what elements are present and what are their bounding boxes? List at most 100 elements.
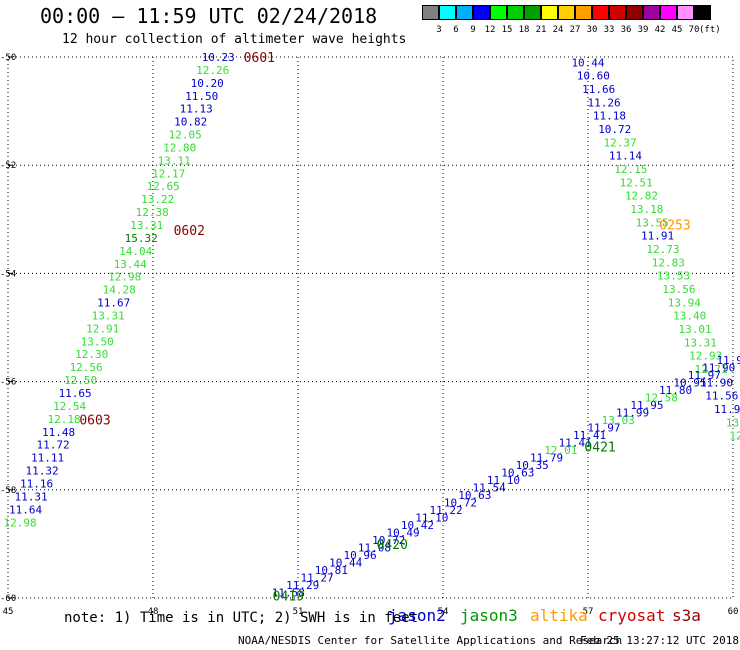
color-swatch [507,5,524,20]
wave-height-value: 11.10 [487,474,520,487]
wave-height-value: 12.93 [689,350,722,363]
pass-time-label: 0602 [174,224,205,239]
wave-height-value: 11.08 [358,542,391,555]
wave-height-value: 14.04 [119,245,152,258]
color-swatch [541,5,558,20]
wave-height-value: 10.60 [577,70,610,83]
wave-height-value: 11.79 [530,452,563,465]
wave-height-value: 11.97 [587,421,620,434]
wave-height-value: 12.17 [152,167,185,180]
legend-entry-altika: altika [530,606,588,625]
wave-height-value: 12.80 [163,141,196,154]
wave-height-value: 12.56 [70,361,103,374]
wave-height-value: 13.94 [668,296,701,309]
wave-height-value: 13.56 [662,283,695,296]
wave-height-value: 10.95 [673,376,706,389]
units-note: note: 1) Time is in UTC; 2) SWH is in fe… [64,610,419,626]
wave-height-value: 12.37 [604,136,637,149]
color-scale-label: 21 [535,25,547,35]
axis-ticks: 45 48 51 54 57 60 -50 -52 -54 -56 -58 -60 [0,53,738,617]
wave-height-value: 11.50 [185,90,218,103]
wave-height-value: 12.01 [544,444,577,457]
color-scale-label: 3 [436,25,442,35]
color-swatch [558,5,575,20]
wave-height-value: 11.80 [659,384,692,397]
color-swatch [422,5,439,20]
plot-frame [7,56,734,599]
color-scale-label: 33 [603,25,615,35]
wave-height-value: 11.27 [300,572,333,585]
wave-height-value: 11.14 [609,150,642,163]
wave-height-value: 11.72 [37,439,70,452]
wave-height-value: 14.28 [103,284,136,297]
y-tick-label: -52 [0,161,16,171]
wave-height-value: 10.63 [458,489,491,502]
wave-height-value: 11.10 [415,512,448,525]
chart-title: 00:00 — 11:59 UTC 02/24/2018 [40,4,378,28]
color-scale-label: 70 [688,25,700,35]
color-scale-label: 9 [470,25,476,35]
y-tick-label: -58 [0,486,16,496]
x-tick-label: 48 [148,607,159,617]
wave-height-value: 11.48 [42,426,75,439]
wave-height-value: 13.03 [602,414,635,427]
wave-height-value: 12.18 [48,413,81,426]
wave-height-value: 11.32 [26,465,59,478]
pass-time-label: 0419 [273,589,304,604]
legend-entry-jason3: jason3 [460,606,518,625]
wave-height-value: 13.50 [81,335,114,348]
wave-height-value: 11.9 [714,403,740,416]
wave-height-value: 12 [729,430,740,443]
wave-height-value: 12.30 [75,348,108,361]
color-swatch [456,5,473,20]
wave-height-value: 13 [726,416,739,429]
wave-height-value: 10.81 [315,564,348,577]
wave-height-value: 13.31 [92,309,125,322]
color-scale-unit: (ft) [699,25,721,35]
pass-time-label: 0421 [584,441,615,456]
wave-height-value: 13.53 [657,270,690,283]
color-swatch [609,5,626,20]
generation-timestamp: Feb 25 13:27:12 UTC 2018 [580,634,739,647]
wave-height-value: 13.01 [678,323,711,336]
wave-height-value: 10.72 [598,123,631,136]
pass-time-label: 0603 [79,413,110,428]
color-scale-label: 15 [501,25,513,35]
color-scale-label: 36 [620,25,632,35]
wave-height-value: 12.51 [620,176,653,189]
chart-subtitle: 12 hour collection of altimeter wave hei… [62,32,407,47]
color-swatch [575,5,592,20]
color-scale-label: 6 [453,25,459,35]
color-swatch [660,5,677,20]
wave-height-value: 10.20 [191,77,224,90]
wave-height-value: 10.44 [329,557,362,570]
wave-height-value: 11.90 [702,361,735,374]
wave-height-value: 12.82 [625,190,658,203]
wave-height-value: 10.96 [343,549,376,562]
legend-entry-jason2: jason2 [388,606,446,625]
wave-height-value: 11.56 [705,390,738,403]
wave-height-value: 11.26 [587,96,620,109]
wave-height-value: 11.90 [700,376,733,389]
wave-height-value: 15.32 [125,232,158,245]
wave-height-value: 13.11 [158,154,191,167]
wave-height-value: 11.90 [716,354,740,367]
wave-height-value: 11.41 [573,429,606,442]
wave-height-value: 12.83 [652,256,685,269]
pass-time-label: 0420 [377,538,408,553]
color-scale-label: 18 [518,25,530,35]
y-tick-label: -56 [0,378,16,388]
wave-height-value: 10.42 [401,519,434,532]
x-tick-label: 54 [438,607,449,617]
wave-height-value: 10.82 [174,116,207,129]
color-scale-label: 30 [586,25,598,35]
wave-height-value: 12.54 [53,400,86,413]
x-tick-label: 57 [583,607,594,617]
wave-height-value: 11.22 [430,504,463,517]
wave-height-value: 12.38 [136,206,169,219]
color-swatch [439,5,456,20]
wave-height-value: 10.44 [571,56,604,69]
wave-height-value: 12.05 [169,129,202,142]
color-swatch [524,5,541,20]
